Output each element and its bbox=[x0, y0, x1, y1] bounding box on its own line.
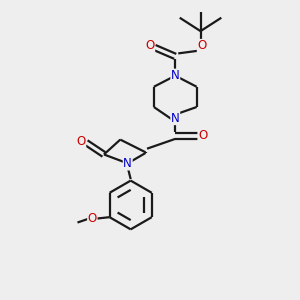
Text: N: N bbox=[171, 69, 180, 82]
Text: O: O bbox=[197, 40, 207, 52]
Text: O: O bbox=[198, 129, 207, 142]
Text: N: N bbox=[123, 157, 132, 170]
Text: O: O bbox=[146, 40, 154, 52]
Text: N: N bbox=[171, 112, 180, 124]
Text: O: O bbox=[76, 135, 86, 148]
Text: O: O bbox=[88, 212, 97, 225]
